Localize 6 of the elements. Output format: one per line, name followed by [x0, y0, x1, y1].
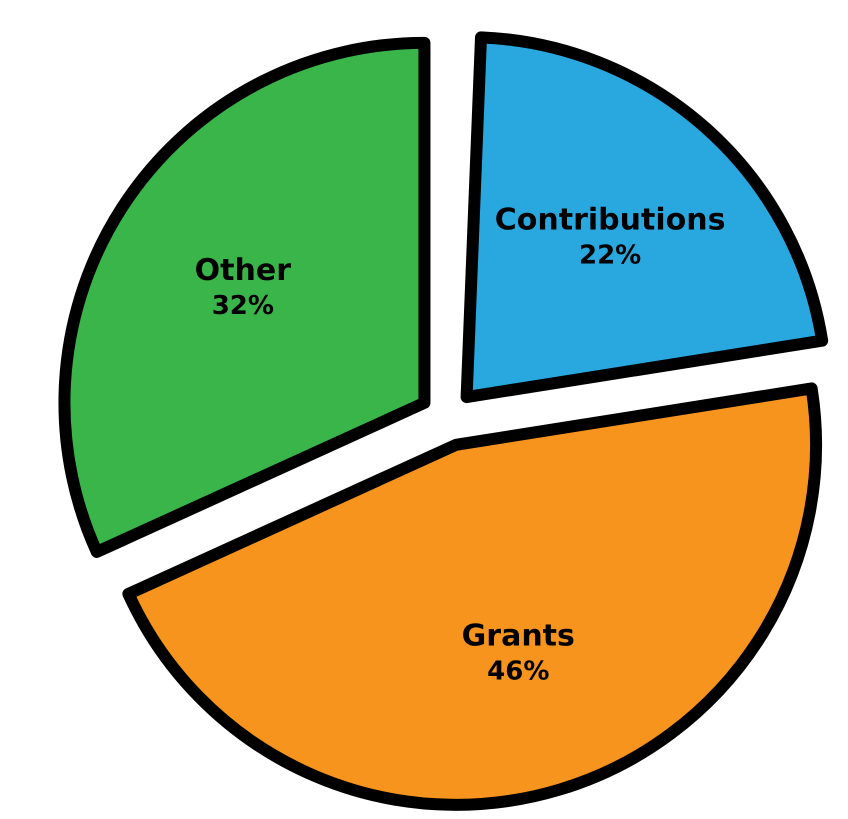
slice-label: Other [194, 252, 292, 288]
data-label: 32% [212, 290, 274, 321]
slice-label: Grants [462, 618, 575, 654]
slice-label: Contributions [494, 202, 726, 238]
data-label: 46% [487, 656, 550, 687]
data-label: 22% [579, 240, 642, 271]
